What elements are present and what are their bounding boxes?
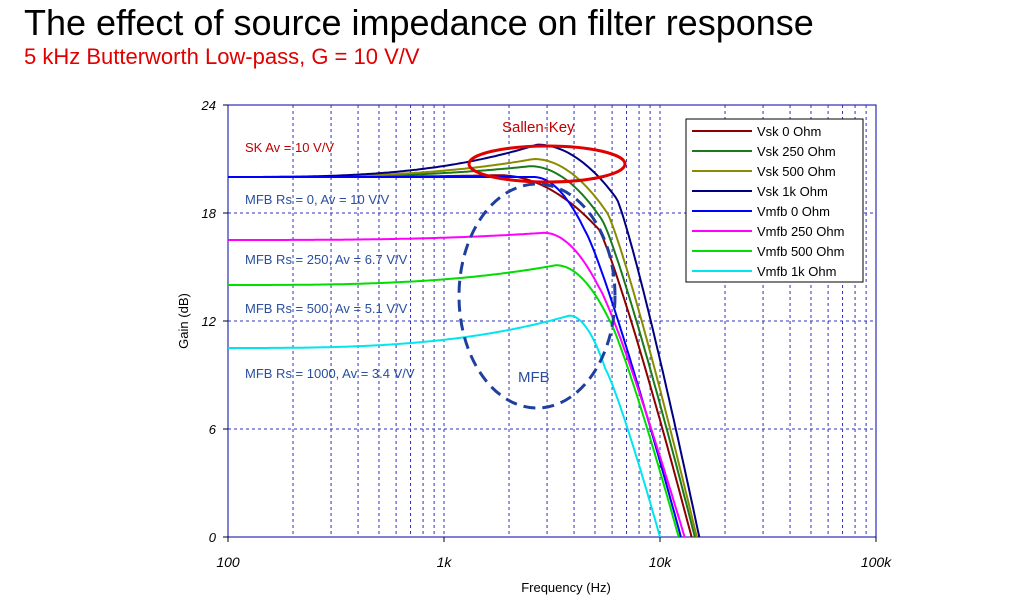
series-line-4 bbox=[228, 176, 682, 538]
legend-label-2: Vsk 500 Ohm bbox=[757, 164, 836, 179]
series-lines bbox=[228, 143, 701, 538]
series-line-5 bbox=[228, 231, 686, 538]
y-tick-label: 24 bbox=[201, 98, 216, 113]
legend-label-5: Vmfb 250 Ohm bbox=[757, 224, 844, 239]
slide-subtitle: 5 kHz Butterworth Low-pass, G = 10 V/V bbox=[24, 44, 420, 69]
annotation-mfb-1000: MFB Rs = 1000, Av = 3.4 V/V bbox=[245, 366, 415, 381]
x-tick-label: 100k bbox=[861, 554, 892, 570]
y-tick-label: 18 bbox=[202, 206, 217, 221]
annotation-sallen-key: Sallen-Key bbox=[502, 119, 575, 136]
annotation-mfb-500: MFB Rs = 500, Av = 5.1 V/V bbox=[245, 301, 408, 316]
legend-label-0: Vsk 0 Ohm bbox=[757, 124, 821, 139]
legend-label-6: Vmfb 500 Ohm bbox=[757, 244, 844, 259]
y-axis-label: Gain (dB) bbox=[176, 293, 191, 349]
slide-title: The effect of source impedance on filter… bbox=[24, 2, 814, 43]
sallen-key-highlight bbox=[467, 144, 627, 184]
legend-label-3: Vsk 1k Ohm bbox=[757, 184, 828, 199]
mfb-highlight bbox=[457, 182, 617, 410]
x-axis-label: Frequency (Hz) bbox=[521, 580, 611, 595]
annotation-sk-gain: SK Av = 10 V/V bbox=[245, 140, 334, 155]
y-tick-label: 12 bbox=[202, 314, 217, 329]
legend-box bbox=[685, 118, 864, 283]
x-tick-label: 100 bbox=[216, 554, 240, 570]
x-tick-label: 10k bbox=[649, 554, 673, 570]
legend: Vsk 0 Ohm Vsk 250 Ohm Vsk 500 Ohm Vsk 1k Oh… bbox=[685, 118, 864, 283]
y-tick-label: 0 bbox=[209, 530, 217, 545]
series-line-7 bbox=[228, 314, 661, 538]
annotation-mfb: MFB bbox=[518, 369, 550, 386]
legend-label-7: Vmfb 1k Ohm bbox=[757, 264, 836, 279]
axis-ticks: 100 1k 10k 100k 0 6 12 18 24 bbox=[201, 98, 893, 570]
annotation-mfb-250: MFB Rs = 250, Av = 6.7 V/V bbox=[245, 252, 408, 267]
legend-label-4: Vmfb 0 Ohm bbox=[757, 204, 830, 219]
legend-label-1: Vsk 250 Ohm bbox=[757, 144, 836, 159]
x-tick-label: 1k bbox=[437, 554, 453, 570]
annotation-mfb-0: MFB Rs = 0, Av = 10 V/V bbox=[245, 192, 390, 207]
series-line-6 bbox=[228, 264, 680, 538]
y-tick-label: 6 bbox=[209, 422, 217, 437]
